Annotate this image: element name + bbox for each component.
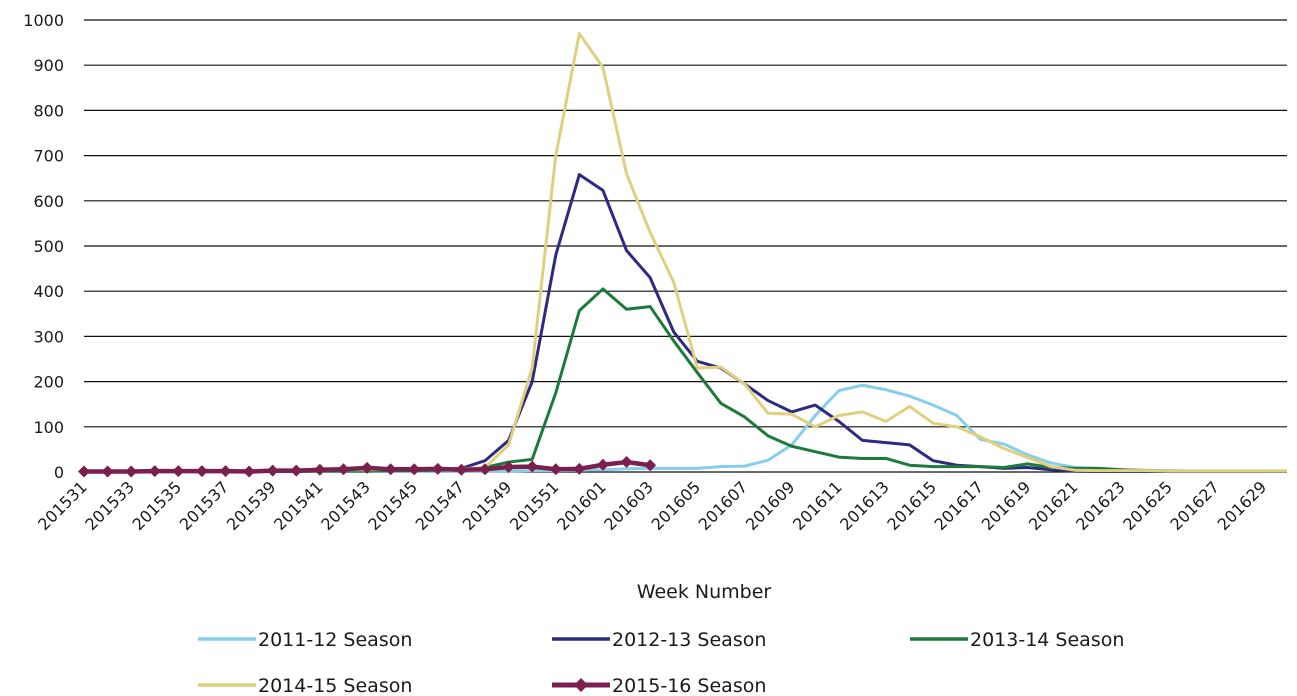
x-tick-label: 201619 xyxy=(978,477,1035,534)
x-tick-label: 201543 xyxy=(317,477,374,534)
x-tick-label: 201535 xyxy=(129,477,186,534)
x-tick-label: 201537 xyxy=(176,477,233,534)
data-point-marker xyxy=(243,465,256,478)
x-tick-label: 201545 xyxy=(364,477,421,534)
data-point-marker xyxy=(361,461,374,474)
data-point-marker xyxy=(596,458,609,471)
x-tick-label: 201547 xyxy=(412,477,469,534)
x-tick-label: 201625 xyxy=(1119,477,1176,534)
x-tick-label: 201601 xyxy=(553,477,610,534)
data-point-marker xyxy=(337,463,350,476)
x-tick-label: 201615 xyxy=(883,477,940,534)
data-point-marker xyxy=(172,465,185,478)
y-axis-tick-labels: 0 100 200 300 400 500 600 700 800 900 1000 xyxy=(23,11,64,482)
x-tick-label: 201531 xyxy=(34,477,91,534)
series-line xyxy=(84,32,1287,474)
data-point-marker xyxy=(78,465,90,478)
x-tick-label: 201623 xyxy=(1072,477,1129,534)
legend-item: 2014-15 Season xyxy=(198,675,412,696)
legend-item: 2012-13 Season xyxy=(552,629,766,651)
data-point-marker xyxy=(431,462,444,475)
y-tick-label: 0 xyxy=(54,463,64,482)
x-tick-label: 201621 xyxy=(1025,477,1082,534)
data-point-marker xyxy=(502,461,515,474)
x-tick-label: 201627 xyxy=(1166,477,1223,534)
x-tick-label: 201629 xyxy=(1214,477,1271,534)
y-tick-label: 200 xyxy=(33,373,64,392)
legend-label: 2011-12 Season xyxy=(258,629,412,651)
legend-label: 2015-16 Season xyxy=(612,675,766,696)
series-line xyxy=(84,383,1287,474)
data-point-marker xyxy=(219,465,232,478)
legend: 2011-12 Season 2012-13 Season 2013-14 Seas… xyxy=(198,629,1124,696)
data-point-marker xyxy=(408,463,421,476)
series-line xyxy=(84,287,1287,474)
data-point-marker xyxy=(290,464,303,477)
data-point-marker xyxy=(195,465,208,478)
legend-marker xyxy=(574,678,588,692)
x-tick-label: 201533 xyxy=(81,477,138,534)
data-point-marker xyxy=(620,456,633,469)
x-tick-label: 201609 xyxy=(742,477,799,534)
legend-item: 2013-14 Season xyxy=(910,629,1124,651)
legend-item: 2011-12 Season xyxy=(198,629,412,651)
y-tick-label: 500 xyxy=(33,237,64,256)
data-point-marker xyxy=(644,459,657,472)
series-lines xyxy=(78,32,1287,478)
y-tick-label: 900 xyxy=(33,56,64,75)
legend-label: 2013-14 Season xyxy=(970,629,1124,651)
y-tick-label: 800 xyxy=(33,101,64,120)
series-2014-15-season xyxy=(84,32,1287,474)
x-tick-label: 201607 xyxy=(695,477,752,534)
data-point-marker xyxy=(101,465,114,478)
data-point-marker xyxy=(526,460,539,473)
x-axis-tick-labels: 2015312015332015352015372015392015412015… xyxy=(34,477,1270,534)
gridlines xyxy=(84,19,1287,473)
data-point-marker xyxy=(479,463,491,476)
x-tick-label: 201541 xyxy=(270,477,327,534)
data-point-marker xyxy=(549,463,562,476)
x-tick-label: 201551 xyxy=(506,477,563,534)
x-tick-label: 201549 xyxy=(459,477,516,534)
y-tick-label: 300 xyxy=(33,327,64,346)
series-2013-14-season xyxy=(84,287,1287,474)
y-tick-label: 100 xyxy=(33,418,64,437)
legend-label: 2012-13 Season xyxy=(612,629,766,651)
data-point-marker xyxy=(573,462,586,475)
legend-item: 2015-16 Season xyxy=(552,675,766,696)
data-point-marker xyxy=(266,464,279,477)
y-tick-label: 1000 xyxy=(23,11,64,30)
data-point-marker xyxy=(125,465,138,478)
y-tick-label: 400 xyxy=(33,282,64,301)
x-tick-label: 201539 xyxy=(223,477,280,534)
x-tick-label: 201611 xyxy=(789,477,846,534)
data-point-marker xyxy=(148,465,161,478)
data-point-marker xyxy=(455,463,468,476)
y-tick-label: 700 xyxy=(33,147,64,166)
x-tick-label: 201603 xyxy=(600,477,657,534)
x-tick-label: 201613 xyxy=(836,477,893,534)
series-2015-16-season xyxy=(78,456,657,478)
y-tick-label: 600 xyxy=(33,192,64,211)
x-tick-label: 201605 xyxy=(647,477,704,534)
x-tick-label: 201617 xyxy=(931,477,988,534)
series-2011-12-season xyxy=(84,383,1287,474)
legend-label: 2014-15 Season xyxy=(258,675,412,696)
data-point-marker xyxy=(313,463,326,476)
x-axis-label: Week Number xyxy=(637,581,772,603)
data-point-marker xyxy=(384,463,397,476)
